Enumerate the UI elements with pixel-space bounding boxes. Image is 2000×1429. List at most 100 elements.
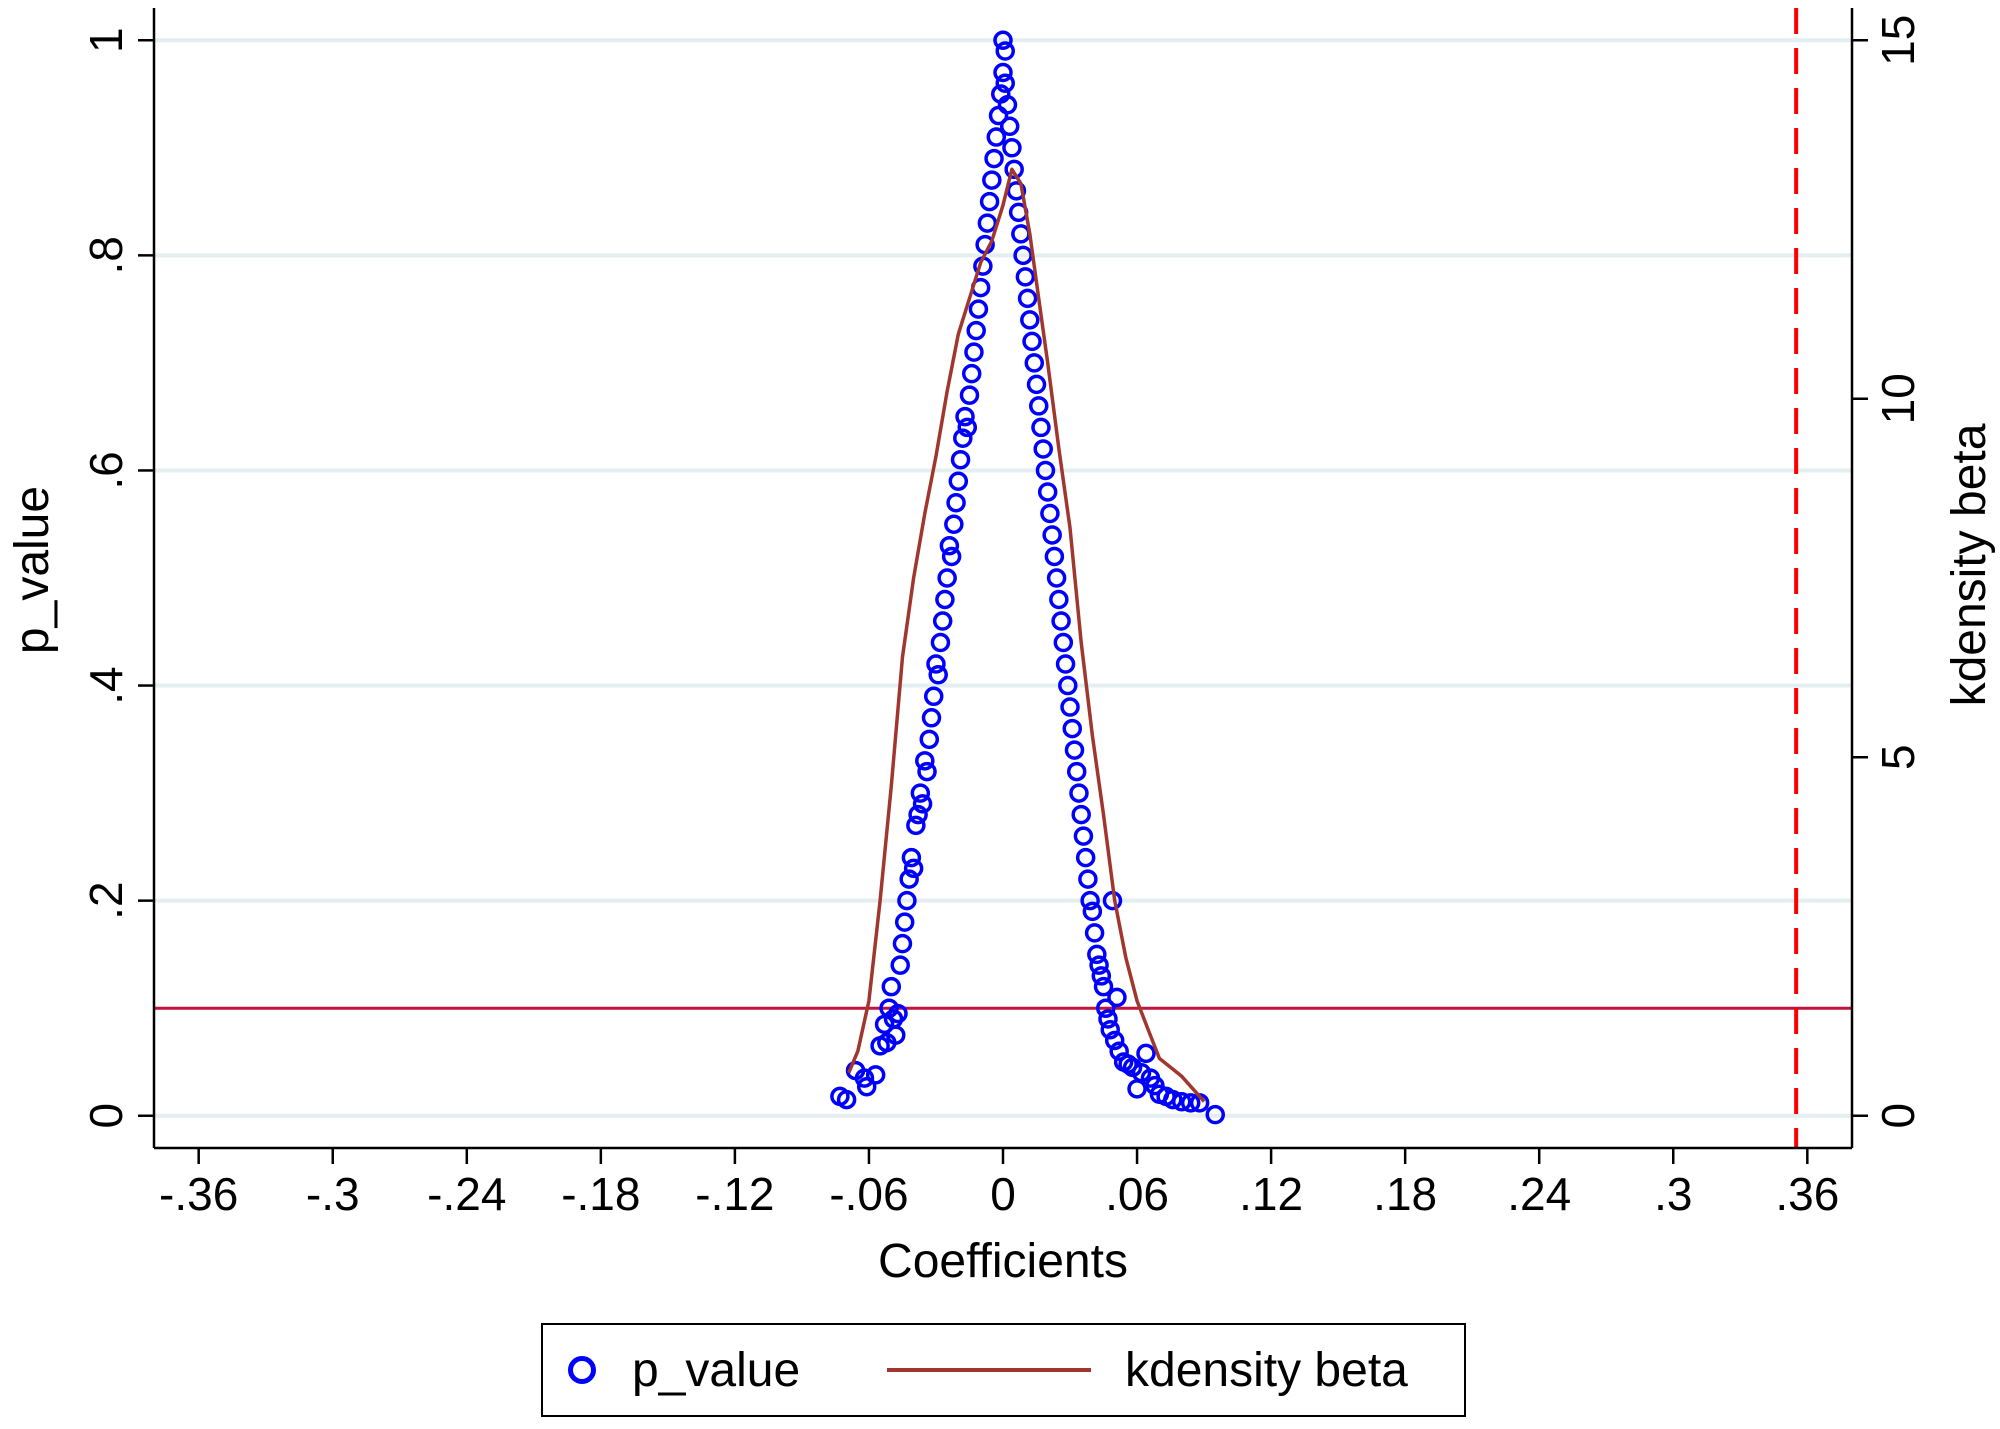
- scatter-point-46: [961, 363, 982, 384]
- y-tick-label-1: .2: [80, 881, 132, 919]
- scatter-point-125: [1163, 1089, 1183, 1110]
- x-tick-label-3: -.18: [561, 1168, 640, 1220]
- y2-axis-label: kdensity beta: [1943, 423, 1996, 706]
- scatter-point-96: [1069, 783, 1089, 803]
- scatter-point-102: [1082, 901, 1103, 922]
- x-tick-label-7: .06: [1105, 1168, 1169, 1220]
- scatter-point-79: [1031, 417, 1051, 438]
- scatter-point-15: [892, 933, 913, 954]
- axes: -.36 -.3 -.24 -.18 -.12 -.06 0 .06 .12 .18 .24 .3 .3…: [80, 8, 1924, 1220]
- scatter-point-22: [908, 804, 928, 825]
- scatter-point-68: [1006, 181, 1027, 201]
- scatter-point-34: [935, 589, 955, 610]
- x-tick-label-5: -.06: [829, 1168, 908, 1220]
- scatter-point-35: [937, 568, 957, 588]
- x-tick-label-1: -.3: [306, 1168, 360, 1220]
- scatter-point-95: [1066, 761, 1087, 782]
- legend-label-p-value: p_value: [632, 1343, 801, 1397]
- scatter-point-78: [1028, 396, 1049, 416]
- scatter-point-98: [1073, 826, 1094, 846]
- scatter-point-20: [903, 858, 924, 879]
- scatter-point-81: [1035, 460, 1056, 481]
- scatter-point-42: [953, 428, 973, 448]
- y-tick-label-5: 1: [80, 27, 132, 53]
- x-tick-label-2: -.24: [427, 1168, 506, 1220]
- scatter-point-74: [1020, 310, 1040, 330]
- scatter-point-73: [1017, 288, 1038, 309]
- scatter-point-49: [968, 299, 989, 319]
- scatter-point-127: [1180, 1093, 1201, 1113]
- scatter-point-23: [910, 783, 931, 803]
- x-axis-label: Coefficients: [878, 1235, 1128, 1288]
- scatter-point-33: [932, 611, 953, 631]
- scatter-point-39: [946, 492, 966, 513]
- scatter-point-61: [993, 30, 1013, 51]
- scatter-point-67: [1004, 159, 1024, 180]
- scatter-point-29: [923, 686, 944, 707]
- scatter-point-25: [915, 751, 935, 771]
- x-tick-label-10: .24: [1507, 1168, 1571, 1220]
- y2-tick-label-0: 0: [1872, 1103, 1924, 1129]
- scatter-point-106: [1091, 966, 1112, 986]
- x-tick-label-12: .36: [1775, 1168, 1839, 1220]
- scatter-point-53: [977, 213, 998, 233]
- scatter-point-43: [955, 406, 975, 427]
- x-tick-label-0: -.36: [159, 1168, 238, 1220]
- scatter-point-41: [950, 449, 971, 470]
- scatter-point-90: [1055, 654, 1076, 674]
- kdensity-line: [847, 167, 1206, 1103]
- scatter-point-64: [997, 95, 1018, 115]
- scatter-point-62: [995, 41, 1015, 61]
- scatter-point-54: [979, 191, 1000, 212]
- line-marker-icon: [887, 1368, 1091, 1372]
- axis-labels: Coefficients p_value kdensity beta: [6, 423, 1996, 1288]
- scatter-point-101: [1080, 890, 1100, 911]
- scatter-point-55: [982, 170, 1002, 190]
- scatter-point-120: [1136, 1043, 1156, 1064]
- scatter-point-82: [1037, 482, 1058, 502]
- x-tick-label-11: .3: [1654, 1168, 1692, 1220]
- scatter-point-60: [993, 62, 1013, 83]
- scatter-point-65: [999, 116, 1020, 137]
- scatter-point-110: [1100, 1019, 1120, 1040]
- reference-lines: [154, 8, 1852, 1148]
- x-tick-label-4: -.12: [695, 1168, 774, 1220]
- scatter-point-12: [886, 1025, 906, 1045]
- scatter-point-76: [1024, 353, 1045, 373]
- scatter-point-91: [1058, 675, 1078, 696]
- scatter-point-86: [1046, 568, 1067, 588]
- scatter-point-87: [1049, 589, 1069, 610]
- scatter-point-30: [926, 654, 946, 674]
- scatter-point-75: [1022, 331, 1042, 352]
- scatter-point-66: [1002, 138, 1022, 158]
- scatter-point-104: [1087, 944, 1107, 965]
- scatter-point-89: [1053, 632, 1074, 653]
- scatter-point-17: [897, 890, 917, 911]
- scatter-point-57: [986, 127, 1007, 147]
- scatter-point-85: [1044, 546, 1065, 567]
- scatter-point-72: [1015, 267, 1036, 287]
- scatter-point-105: [1089, 955, 1109, 975]
- scatter-point-113: [1107, 987, 1127, 1008]
- scatter-point-5: [865, 1065, 886, 1085]
- y2-tick-label-3: 15: [1872, 15, 1924, 66]
- scatter-point-28: [921, 708, 942, 728]
- y-tick-label-2: .4: [80, 666, 132, 704]
- legend-label-kdensity-beta: kdensity beta: [1125, 1343, 1408, 1397]
- y-axis-label: p_value: [6, 486, 59, 654]
- scatter-point-38: [944, 514, 964, 534]
- scatter-point-18: [899, 869, 919, 889]
- scatter-point-45: [959, 385, 980, 405]
- scatter-point-80: [1033, 439, 1053, 459]
- y2-tick-label-2: 10: [1872, 373, 1924, 424]
- y-tick-label-4: .8: [80, 236, 132, 274]
- legend-item-kdensity-beta: kdensity beta: [887, 1325, 1408, 1415]
- scatter-point-107: [1093, 976, 1114, 997]
- x-tick-label-6: 0: [990, 1168, 1016, 1220]
- scatter-point-19: [901, 847, 922, 868]
- scatter-point-21: [906, 815, 926, 836]
- x-tick-label-8: .12: [1239, 1168, 1303, 1220]
- scatter-point-16: [894, 912, 915, 932]
